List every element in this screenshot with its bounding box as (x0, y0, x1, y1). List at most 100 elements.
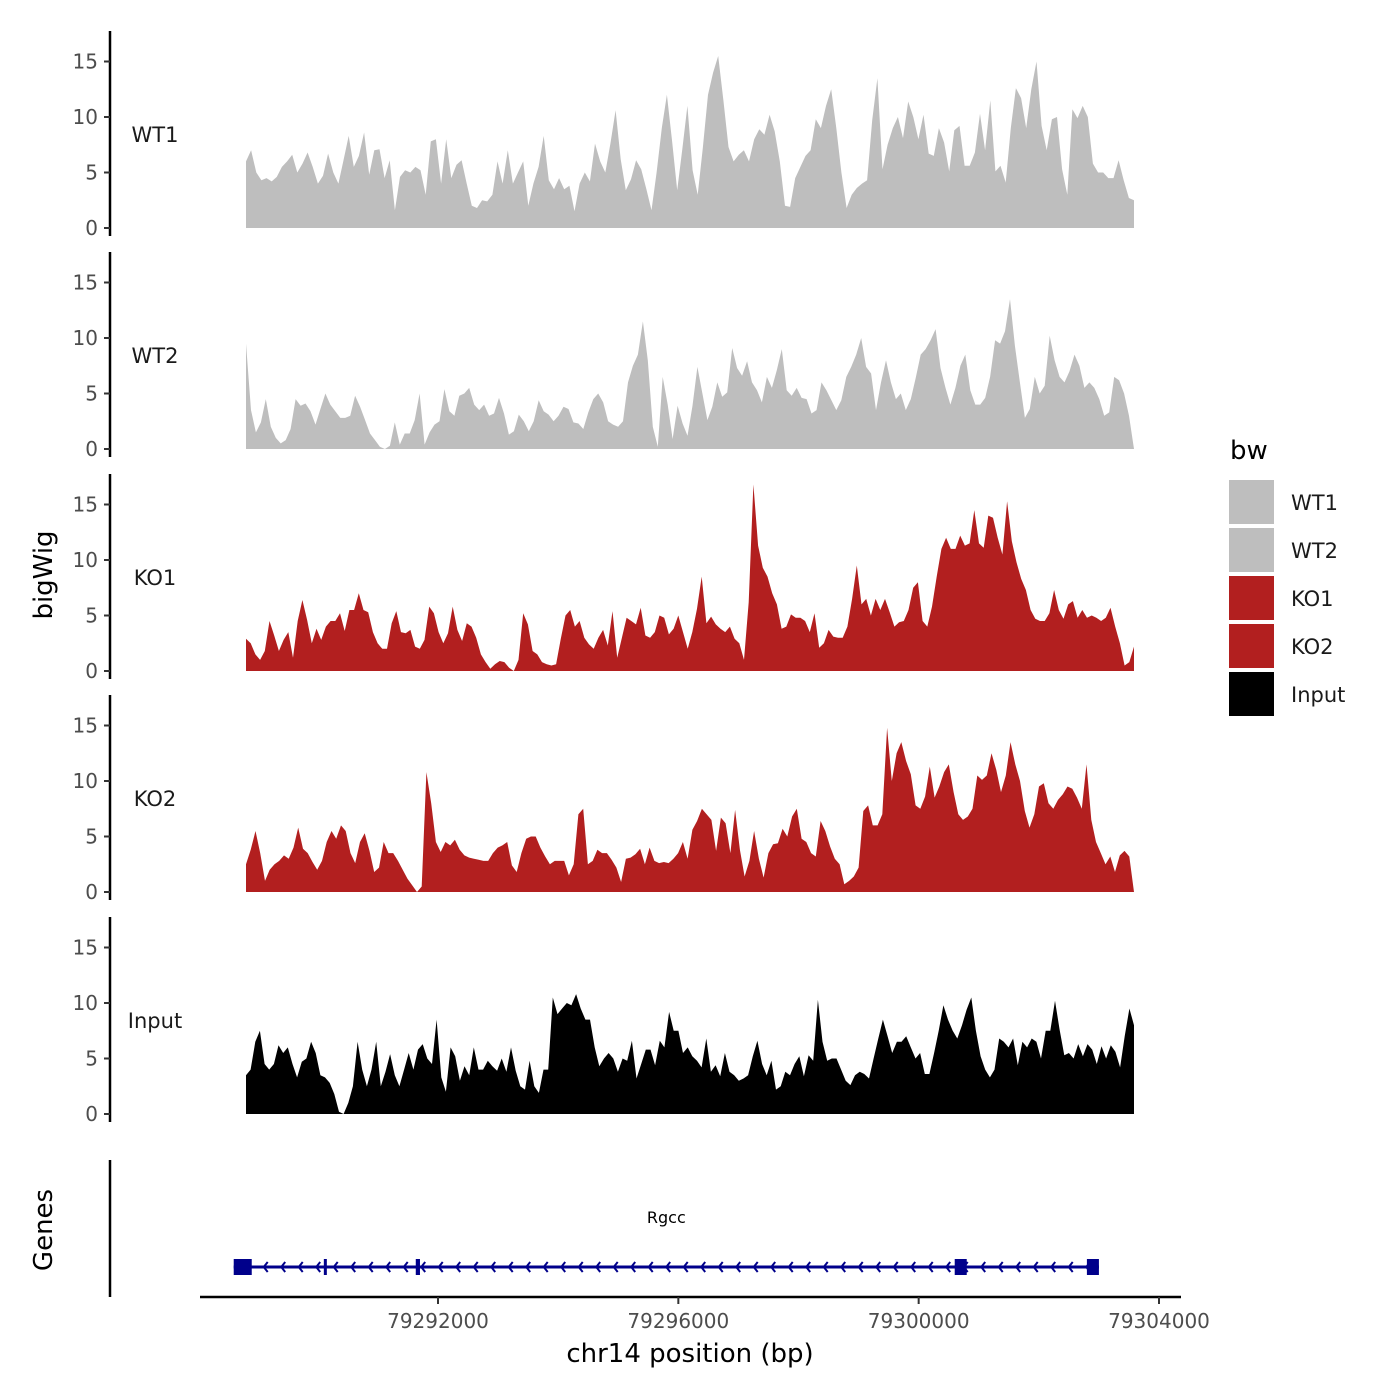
legend-title: bw (1230, 436, 1268, 466)
strand-arrow (752, 1261, 759, 1273)
legend-label: KO2 (1291, 635, 1334, 659)
strand-arrow (1014, 1261, 1022, 1273)
strand-arrow (1032, 1261, 1039, 1273)
y-tick-label: 5 (85, 161, 98, 185)
exon (323, 1259, 327, 1275)
exon (415, 1259, 420, 1275)
track-ko2: 0 5 10 15 KO2 (73, 695, 1134, 904)
strand-arrow (1049, 1261, 1057, 1273)
strand-arrow (997, 1261, 1004, 1273)
strand-arrow (874, 1261, 881, 1273)
strand-arrow (717, 1261, 724, 1273)
strand-arrow (804, 1261, 811, 1273)
strand-arrow (682, 1261, 689, 1273)
signal-area-wt1 (246, 56, 1134, 228)
strand-arrow (594, 1261, 601, 1273)
legend-label: Input (1291, 683, 1345, 707)
y-tick-label: 0 (85, 1102, 98, 1126)
y-tick-label: 0 (85, 216, 98, 240)
signal-area-wt2 (246, 299, 1134, 449)
track-wt2: 0 5 10 15 WT2 (73, 252, 1134, 461)
gene-track: Rgcc (108, 1160, 1099, 1297)
y-tick-label: 10 (73, 548, 98, 572)
y-tick-label: 5 (85, 382, 98, 406)
y-tick-label: 5 (85, 1047, 98, 1071)
exon (1086, 1259, 1099, 1275)
signal-area-ko1 (246, 484, 1134, 671)
exon (233, 1259, 252, 1275)
strand-arrow (647, 1261, 654, 1273)
track-label: KO1 (134, 566, 177, 590)
strand-arrow (279, 1261, 286, 1273)
y-tick-label: 15 (73, 50, 98, 74)
strand-arrow (489, 1261, 496, 1273)
signal-tracks: 0 5 10 15 WT1 0 5 10 15 WT2 0 5 10 15 KO1 0 5 10 15 KO2 0 5 10… (73, 31, 1134, 1126)
signal-area-ko2 (246, 727, 1134, 892)
strand-arrow (524, 1261, 531, 1273)
strand-arrow (664, 1261, 671, 1273)
x-tick-label: 79292000 (387, 1309, 489, 1333)
y-tick-label: 10 (73, 105, 98, 129)
legend: bw WT1 WT2 KO1 KO2 Input (1229, 436, 1345, 716)
strand-arrow (507, 1261, 514, 1273)
strand-arrow (559, 1261, 566, 1273)
track-input: 0 5 10 15 Input (73, 917, 1134, 1126)
strand-arrow (822, 1261, 829, 1273)
legend-key-wt2 (1229, 528, 1274, 572)
strand-arrow (629, 1261, 636, 1273)
strand-arrow (699, 1261, 706, 1273)
y-tick-label: 10 (73, 326, 98, 350)
y-tick-label: 0 (85, 659, 98, 683)
gene-label: Rgcc (647, 1208, 686, 1227)
x-tick-label: 79304000 (1108, 1309, 1210, 1333)
strand-arrow (437, 1261, 444, 1273)
strand-arrow (612, 1261, 619, 1273)
legend-key-wt1 (1229, 480, 1274, 524)
strand-arrow (367, 1261, 374, 1273)
strand-arrow (1067, 1261, 1074, 1273)
y-tick-label: 0 (85, 880, 98, 904)
legend-label: WT2 (1291, 539, 1338, 563)
y-tick-label: 15 (73, 271, 98, 295)
x-tick-label: 79300000 (868, 1309, 970, 1333)
legend-label: WT1 (1291, 491, 1338, 515)
strand-arrow (769, 1261, 776, 1273)
track-label: WT2 (132, 344, 179, 368)
strand-arrow (787, 1261, 794, 1273)
y-tick-label: 10 (73, 769, 98, 793)
strand-arrow (857, 1261, 864, 1273)
y-tick-label: 15 (73, 936, 98, 960)
strand-arrow (577, 1261, 584, 1273)
track-wt1: 0 5 10 15 WT1 (73, 31, 1134, 240)
y-tick-label: 10 (73, 991, 98, 1015)
strand-arrow (297, 1261, 304, 1273)
track-label: WT1 (132, 123, 179, 147)
y-tick-label: 15 (73, 493, 98, 517)
legend-key-ko1 (1229, 576, 1274, 620)
genes-axis-title: Genes (29, 1189, 59, 1271)
y-tick-label: 15 (73, 714, 98, 738)
exon (954, 1259, 967, 1275)
strand-arrow (402, 1261, 409, 1273)
strand-arrow (892, 1261, 899, 1273)
y-tick-label: 5 (85, 825, 98, 849)
strand-arrow (542, 1261, 549, 1273)
strand-arrow (349, 1261, 356, 1273)
x-axis-title: chr14 position (bp) (566, 1339, 813, 1369)
strand-arrow (909, 1261, 916, 1273)
strand-arrow (332, 1261, 339, 1273)
legend-label: KO1 (1291, 587, 1334, 611)
x-axis: 79292000 79296000 79300000 79304000 (200, 1295, 1210, 1333)
y-tick-label: 5 (85, 604, 98, 628)
track-label: KO2 (134, 787, 177, 811)
strand-arrow (262, 1261, 269, 1273)
strand-arrow (384, 1261, 391, 1273)
strand-arrow (979, 1261, 986, 1273)
strand-arrow (472, 1261, 479, 1273)
x-tick-label: 79296000 (627, 1309, 729, 1333)
strand-arrow (839, 1261, 846, 1273)
track-label: Input (128, 1009, 182, 1033)
y-axis-title: bigWig (29, 530, 59, 619)
strand-arrow (454, 1261, 461, 1273)
